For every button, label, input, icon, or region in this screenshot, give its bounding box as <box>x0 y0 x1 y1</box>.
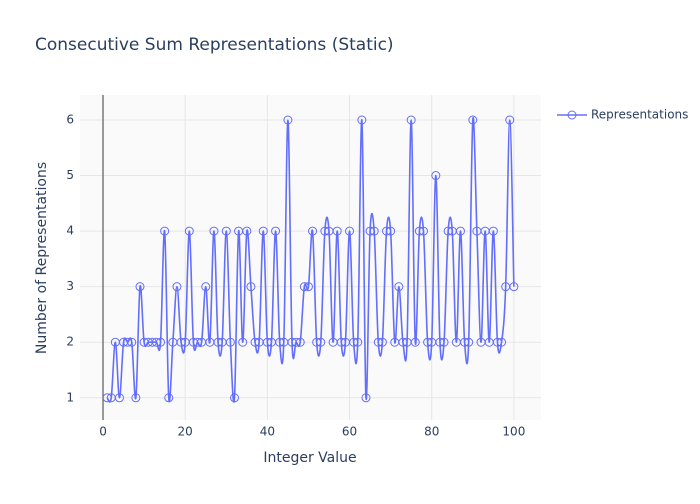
data-point <box>435 337 445 347</box>
y-tick-label: 5 <box>66 168 74 182</box>
x-tick-label: 0 <box>99 425 107 439</box>
y-tick-label: 6 <box>66 113 74 127</box>
data-point <box>213 337 223 347</box>
data-point <box>114 393 124 403</box>
data-point <box>439 337 449 347</box>
data-point <box>102 393 112 403</box>
data-point <box>123 337 133 347</box>
data-point <box>406 115 416 125</box>
data-point <box>357 115 367 125</box>
data-point <box>361 393 371 403</box>
data-point <box>398 337 408 347</box>
legend-label: Representations <box>591 108 688 122</box>
data-point <box>382 226 392 236</box>
data-point <box>423 337 433 347</box>
data-point <box>135 282 145 292</box>
data-point <box>320 226 330 236</box>
data-point <box>345 226 355 236</box>
data-point <box>131 393 141 403</box>
data-point <box>258 226 268 236</box>
data-point <box>312 337 322 347</box>
data-point <box>156 337 166 347</box>
data-point <box>271 226 281 236</box>
x-tick-label: 20 <box>178 425 193 439</box>
data-point <box>488 226 498 236</box>
data-point <box>394 282 404 292</box>
data-point <box>369 226 379 236</box>
x-tick-label: 60 <box>342 425 357 439</box>
data-point <box>464 337 474 347</box>
data-point <box>209 226 219 236</box>
y-tick-label: 4 <box>66 224 74 238</box>
data-point <box>127 337 137 347</box>
data-point <box>377 337 387 347</box>
y-tick-label: 3 <box>66 279 74 293</box>
x-tick-label: 40 <box>260 425 275 439</box>
data-point <box>193 337 203 347</box>
x-axis-title: Integer Value <box>263 450 356 466</box>
data-point <box>455 226 465 236</box>
data-point <box>184 226 194 236</box>
y-tick-label: 2 <box>66 335 74 349</box>
data-point <box>316 337 326 347</box>
data-point <box>172 282 182 292</box>
data-point <box>303 282 313 292</box>
series-line <box>106 116 515 403</box>
data-point <box>418 226 428 236</box>
data-point <box>283 115 293 125</box>
data-point <box>221 226 231 236</box>
x-tick-label: 100 <box>502 425 525 439</box>
data-point <box>373 337 383 347</box>
data-point <box>242 226 252 236</box>
data-point <box>225 337 235 347</box>
data-point <box>250 337 260 347</box>
data-point <box>164 393 174 403</box>
data-point <box>176 337 186 347</box>
data-point <box>246 282 256 292</box>
data-point <box>386 226 396 236</box>
data-point <box>332 226 342 236</box>
data-point <box>151 337 161 347</box>
data-point <box>275 337 285 347</box>
data-point <box>291 337 301 347</box>
y-axis-title: Number of Representations <box>34 162 50 354</box>
data-point <box>295 337 305 347</box>
data-point <box>353 337 363 347</box>
chart-title: Consecutive Sum Representations (Static) <box>35 35 394 55</box>
data-point <box>349 337 359 347</box>
data-point <box>460 337 470 347</box>
data-point <box>365 226 375 236</box>
data-point <box>201 282 211 292</box>
data-point <box>414 226 424 236</box>
data-point <box>262 337 272 347</box>
data-point <box>497 337 507 347</box>
data-point <box>410 337 420 347</box>
data-point <box>505 115 515 125</box>
data-point <box>229 393 239 403</box>
data-point <box>299 282 309 292</box>
data-point <box>443 226 453 236</box>
data-point <box>160 226 170 236</box>
data-point <box>336 337 346 347</box>
data-point <box>308 226 318 236</box>
data-point <box>431 171 441 181</box>
x-tick-label: 80 <box>424 425 439 439</box>
data-point <box>492 337 502 347</box>
data-point <box>468 115 478 125</box>
data-point <box>238 337 248 347</box>
data-point <box>509 282 519 292</box>
y-tick-label: 1 <box>66 390 74 404</box>
legend-marker <box>567 110 577 120</box>
